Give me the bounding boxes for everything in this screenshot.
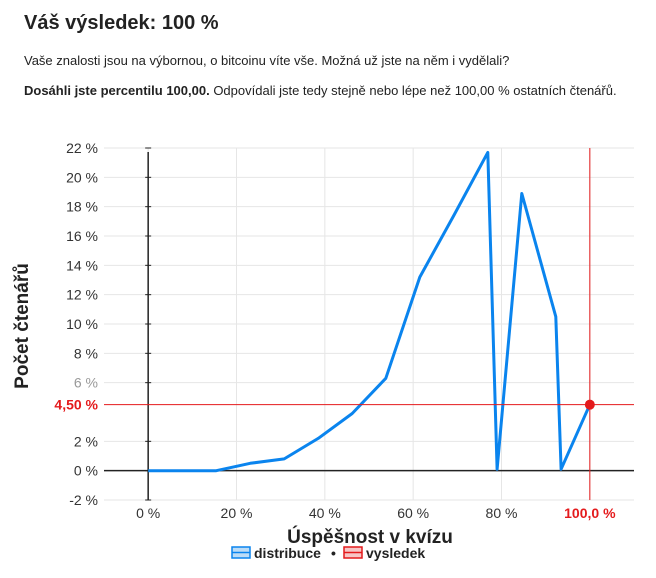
legend-separator: •: [331, 545, 336, 561]
legend-label-distribuce: distribuce: [254, 545, 321, 561]
result-header: Váš výsledek: 100 % Vaše znalosti jsou n…: [24, 0, 634, 98]
y-tick-label: 20 %: [66, 169, 98, 185]
result-x-label: 100,0 %: [564, 505, 616, 521]
x-tick-label: 0 %: [136, 505, 160, 521]
percentile-rest: Odpovídali jste tedy stejně nebo lépe ne…: [209, 83, 617, 98]
y-tick-label: 0 %: [74, 463, 98, 479]
x-tick-label: 80 %: [486, 505, 518, 521]
result-description: Vaše znalosti jsou na výbornou, o bitcoi…: [24, 53, 510, 68]
result-point: [584, 399, 595, 410]
y-tick-label: 16 %: [66, 228, 98, 244]
y-tick-label: 2 %: [74, 433, 98, 449]
legend[interactable]: distribuce • vysledek: [231, 545, 425, 561]
tick-labels: -2 % 0 % 2 % 6 % 8 % 10 % 12 % 14 % 16 % 18 % 20 %…: [66, 140, 517, 521]
legend-label-vysledek: vysledek: [366, 545, 425, 561]
y-tick-label: -2 %: [69, 492, 98, 508]
legend-item-vysledek[interactable]: vysledek: [343, 545, 425, 561]
y-tick-label: 14 %: [66, 257, 98, 273]
y-axis-title: Počet čtenářů: [12, 263, 33, 389]
percentile-bold: Dosáhli jste percentilu 100,00.: [24, 83, 210, 98]
y-tick-label: 12 %: [66, 287, 98, 303]
result-y-label: 4,50 %: [54, 397, 98, 413]
legend-item-distribuce[interactable]: distribuce: [231, 545, 321, 561]
x-tick-label: 60 %: [397, 505, 429, 521]
y-tick-label: 6 %: [74, 375, 98, 391]
grid-lines: [104, 147, 634, 501]
y-tick-label: 18 %: [66, 199, 98, 215]
series-line-distribuce: [148, 150, 592, 473]
result-marker-layer: 4,50 % 100,0 %: [54, 148, 634, 521]
x-tick-label: 20 %: [221, 505, 253, 521]
y-tick-label: 10 %: [66, 316, 98, 332]
page-title: Váš výsledek: 100 %: [24, 12, 219, 34]
y-tick-label: 22 %: [66, 140, 98, 156]
y-tick-label: 8 %: [74, 345, 98, 361]
x-tick-label: 40 %: [309, 505, 341, 521]
percentile-text: Dosáhli jste percentilu 100,00. Odpovída…: [24, 83, 634, 98]
x-axis-title: Úspěšnost v kvízu: [287, 526, 453, 548]
series-layer: [148, 150, 592, 473]
